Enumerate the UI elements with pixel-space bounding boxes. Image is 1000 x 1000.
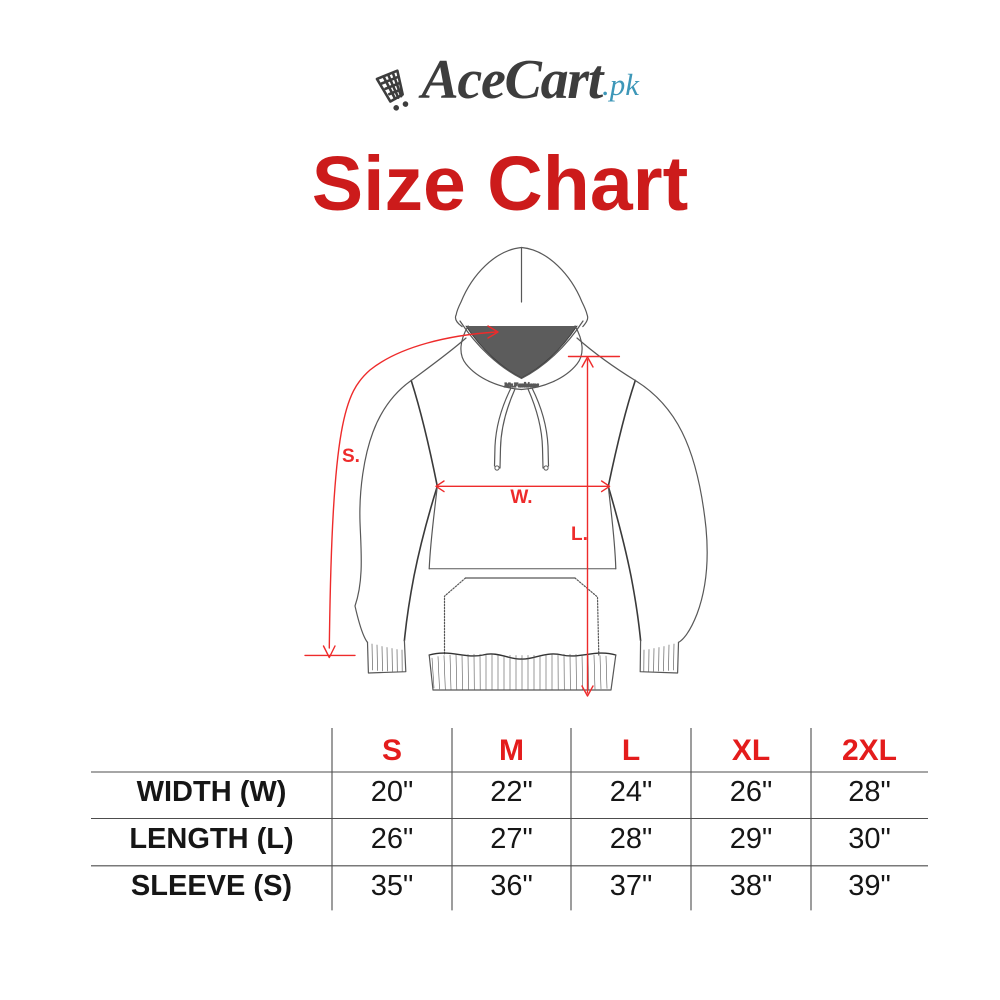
svg-text:26": 26" <box>730 776 773 808</box>
svg-text:28": 28" <box>848 776 891 808</box>
svg-text:Mr.Fashions: Mr.Fashions <box>503 382 539 389</box>
svg-text:39": 39" <box>848 870 891 902</box>
svg-text:28": 28" <box>610 823 653 855</box>
svg-text:29": 29" <box>730 823 773 855</box>
svg-text:38": 38" <box>730 870 773 902</box>
svg-text:S: S <box>382 734 402 767</box>
svg-text:35": 35" <box>371 870 414 902</box>
svg-text:L.: L. <box>571 524 588 545</box>
svg-text:W.: W. <box>510 487 532 508</box>
svg-text:30": 30" <box>848 823 891 855</box>
svg-text:S.: S. <box>342 446 360 467</box>
svg-text:27": 27" <box>490 823 533 855</box>
svg-text:LENGTH (L): LENGTH (L) <box>129 823 293 855</box>
svg-text:22": 22" <box>490 776 533 808</box>
svg-text:M: M <box>499 734 524 767</box>
svg-text:SLEEVE (S): SLEEVE (S) <box>131 870 292 902</box>
svg-text:36": 36" <box>490 870 533 902</box>
svg-text:20": 20" <box>371 776 414 808</box>
svg-text:37": 37" <box>610 870 653 902</box>
svg-text:L: L <box>622 734 640 767</box>
svg-text:24": 24" <box>610 776 653 808</box>
svg-text:26": 26" <box>371 823 414 855</box>
svg-text:WIDTH (W): WIDTH (W) <box>137 776 287 808</box>
svg-text:2XL: 2XL <box>842 734 897 767</box>
svg-text:XL: XL <box>732 734 770 767</box>
